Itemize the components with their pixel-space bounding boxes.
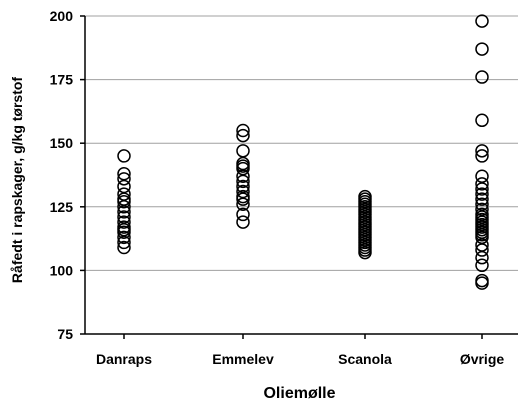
point-0-15 <box>117 235 131 250</box>
ytick-label-175: 175 <box>50 72 74 88</box>
point-0-8 <box>117 205 131 219</box>
point-3-28 <box>475 276 489 290</box>
point-3-0 <box>475 14 489 28</box>
ytick-label-75: 75 <box>57 326 73 342</box>
point-3-26 <box>475 258 489 273</box>
xtick-label-2: Scanola <box>338 351 392 367</box>
point-2-22 <box>358 245 372 260</box>
point-0-13 <box>117 225 131 239</box>
point-3-4 <box>475 144 489 158</box>
point-3-2 <box>475 70 489 84</box>
grid-lines <box>85 15 518 271</box>
point-3-5 <box>475 149 489 163</box>
point-3-10 <box>475 192 489 206</box>
x-axis-ticks: Danraps Emmelev Scanola Øvrige <box>96 334 504 367</box>
ytick-label-100: 100 <box>50 262 74 278</box>
point-0-7 <box>117 200 131 214</box>
xtick-label-1: Emmelev <box>212 351 274 367</box>
point-3-3 <box>475 113 489 128</box>
ytick-label-200: 200 <box>50 8 74 24</box>
point-3-9 <box>475 187 489 201</box>
point-0-14 <box>117 230 131 245</box>
xtick-label-3: Øvrige <box>460 351 505 367</box>
point-1-11 <box>236 192 250 206</box>
point-3-25 <box>475 250 489 265</box>
point-0-10 <box>117 215 131 229</box>
point-1-12 <box>236 197 250 212</box>
point-1-6 <box>236 169 250 184</box>
point-0-2 <box>117 172 131 186</box>
point-3-1 <box>475 42 489 56</box>
axes <box>84 16 518 335</box>
data-points <box>117 14 489 290</box>
ytick-label-125: 125 <box>50 199 74 215</box>
point-3-7 <box>475 177 489 191</box>
point-1-0 <box>236 123 250 138</box>
point-1-2 <box>236 144 250 158</box>
point-0-6 <box>117 194 131 209</box>
xtick-label-0: Danraps <box>96 351 152 367</box>
point-1-13 <box>236 207 250 222</box>
y-axis-title: Råfedt i rapskager, g/kg tørstof <box>9 77 25 283</box>
point-3-24 <box>475 243 489 257</box>
point-1-7 <box>236 174 250 189</box>
point-1-14 <box>236 215 250 229</box>
point-0-16 <box>117 240 131 255</box>
point-0-0 <box>117 149 131 163</box>
y-axis-ticks: 75 100 125 150 175 200 <box>50 8 85 342</box>
ytick-label-150: 150 <box>50 135 74 151</box>
point-1-1 <box>236 128 250 143</box>
x-axis-title: Oliemølle <box>263 385 335 402</box>
point-3-8 <box>475 182 489 196</box>
